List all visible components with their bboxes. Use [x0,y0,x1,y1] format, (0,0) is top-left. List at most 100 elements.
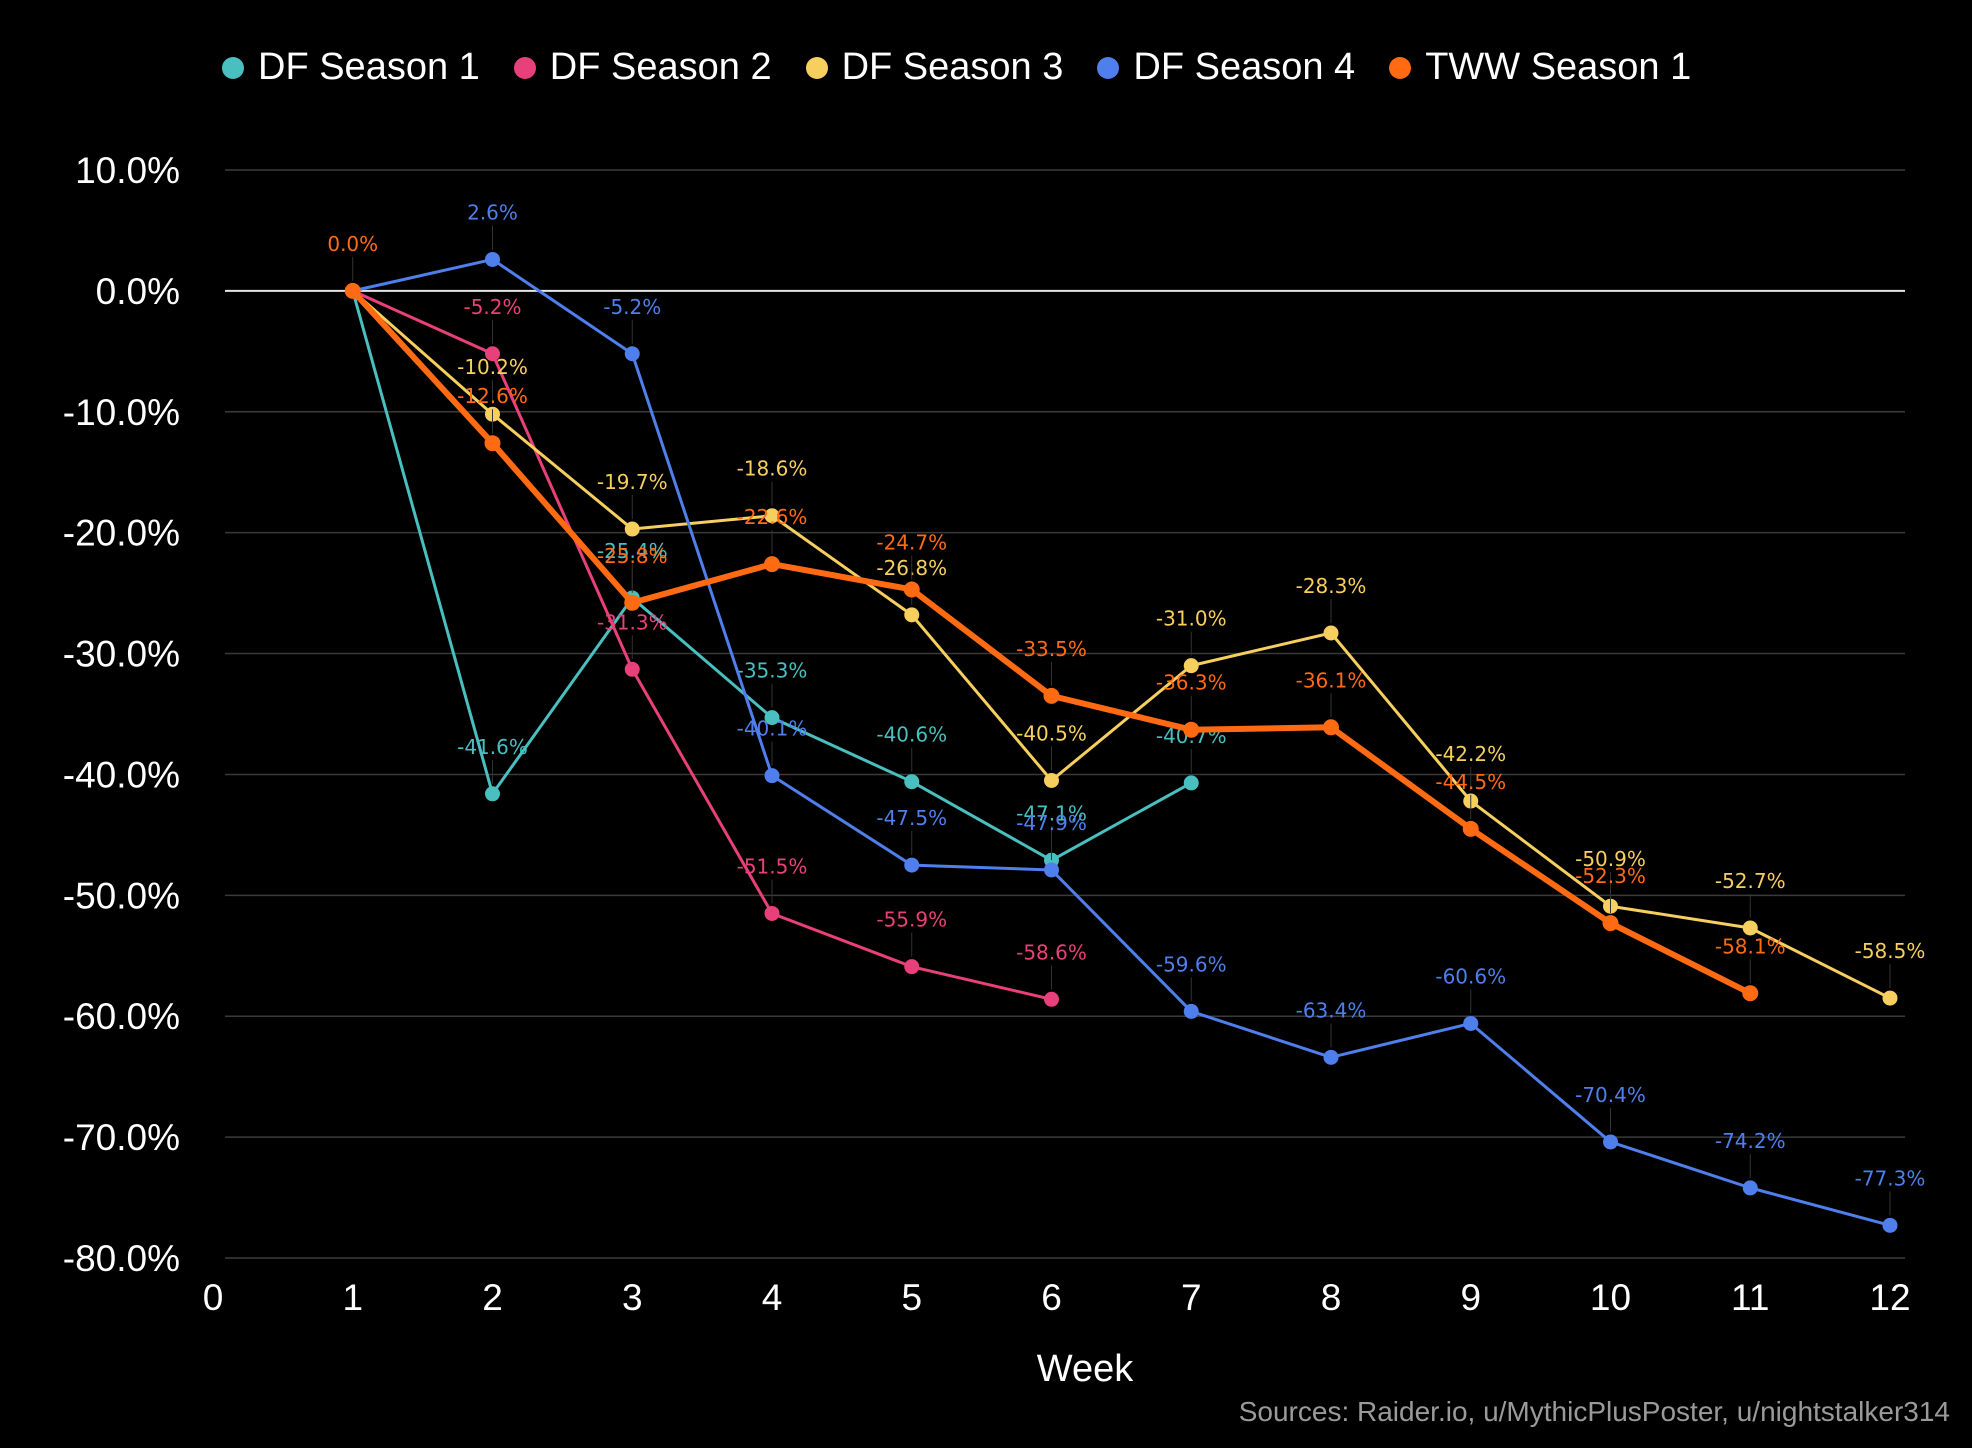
y-tick-label: -30.0% [63,634,180,675]
legend-dot-icon [513,56,536,79]
y-tick-label: -20.0% [63,513,180,554]
x-tick-label: 8 [1321,1277,1342,1318]
data-point [485,251,500,267]
data-point [624,661,640,677]
data-label: -60.6% [1435,964,1506,988]
data-point [903,581,920,598]
sources-note: Sources: Raider.io, u/MythicPlusPoster, … [1238,1396,1950,1427]
data-point [1463,1015,1479,1031]
data-point [1043,687,1060,704]
legend-item-df-season-2[interactable]: DF Season 2 [513,46,772,89]
data-label: -40.1% [737,717,808,741]
data-label: -47.1% [1016,801,1087,825]
data-point [1183,721,1200,738]
data-label: -70.4% [1575,1083,1646,1107]
x-tick-label: 12 [1869,1277,1910,1318]
data-label: -58.1% [1715,934,1786,958]
y-tick-label: -50.0% [63,875,180,916]
y-tick-label: -10.0% [63,392,180,433]
data-label: -36.1% [1296,668,1367,692]
legend-label: DF Season 4 [1133,46,1356,88]
data-point [904,959,920,975]
x-tick-label: 10 [1590,1277,1631,1318]
data-label: -25.4% [597,539,668,563]
data-point [1183,1003,1199,1019]
data-label: -10.2% [457,355,528,379]
legend-item-df-season-4[interactable]: DF Season 4 [1097,46,1355,89]
data-label: -5.2% [463,295,521,319]
data-point [904,774,920,790]
data-label: -41.6% [457,735,528,759]
series-df-season-2: -5.2% -31.3% -51.5% -55.9% -58.6% [345,283,1087,1007]
data-point [764,556,780,573]
data-label: -24.7% [876,530,947,554]
legend-label: DF Season 1 [258,46,480,88]
x-axis-title: Week [1036,1348,1134,1390]
data-label: -51.5% [737,854,808,878]
data-label: -55.9% [876,908,947,932]
x-tick-label: 2 [482,1277,503,1318]
data-label: -19.7% [597,470,668,494]
data-label: -22.6% [737,505,808,529]
data-point [1742,920,1758,936]
data-label: -36.3% [1156,671,1227,695]
data-point [485,346,500,362]
data-point [624,594,641,611]
data-label: -63.4% [1296,998,1367,1022]
x-tick-label: 1 [342,1277,363,1318]
data-point [1882,1217,1898,1233]
data-label: -31.0% [1156,607,1227,631]
data-point [764,905,780,921]
data-label: -47.9% [1016,811,1087,835]
data-label: -25.8% [597,544,668,568]
data-label: -44.5% [1435,770,1506,794]
data-point [764,710,780,726]
y-tick-label: -80.0% [63,1238,180,1279]
data-label: 2.6% [467,200,518,224]
data-point [764,508,780,524]
legend-dot-icon [1097,56,1120,79]
data-label: -40.5% [1016,721,1087,745]
x-tick-label: 0 [203,1277,224,1318]
data-point [1044,991,1059,1007]
legend-dot-icon [1389,56,1412,79]
y-axis-ticks: 10.0% 0.0% -10.0% -20.0% -30.0% -40.0% -50.0% -… [63,150,180,1279]
data-point [1323,625,1339,641]
data-point [1462,820,1479,837]
legend-item-df-season-1[interactable]: DF Season 1 [222,46,480,89]
data-label: -59.6% [1156,952,1227,976]
data-label: -52.3% [1575,864,1646,888]
x-tick-label: 5 [901,1277,922,1318]
data-label: -77.3% [1855,1166,1926,1190]
data-label: -50.9% [1575,847,1646,871]
x-tick-label: 6 [1041,1277,1062,1318]
x-axis-ticks: 0 1 2 3 4 5 6 7 8 9 10 11 12 [203,1277,1911,1318]
data-label: -35.3% [737,659,808,683]
y-tick-label: -60.0% [63,996,180,1037]
data-point [1742,1180,1758,1196]
series-tww-season-1: 0.0% -12.6% -25.8% -22.6% -24.7% -33.5% -36.3%… [327,232,1786,1002]
y-tick-label: -70.0% [63,1117,180,1158]
x-tick-label: 7 [1181,1277,1202,1318]
series-line [352,289,1052,1001]
data-point [1882,990,1898,1006]
series-line [351,289,1891,1000]
data-point [484,435,501,452]
legend-item-tww-season-1[interactable]: TWW Season 1 [1389,46,1691,89]
data-label: -5.2% [603,295,661,319]
data-label: -31.3% [597,610,668,634]
data-label: -58.5% [1855,939,1926,963]
legend-label: TWW Season 1 [1425,46,1692,88]
data-point [624,346,640,362]
data-point [904,857,920,873]
legend-item-df-season-3[interactable]: DF Season 3 [805,46,1063,89]
y-tick-label: -40.0% [63,754,180,795]
series-df-season-3: -10.2%-19.7%-18.6%-26.8%-40.5%-31.0%-28.… [345,283,1926,1006]
data-point [1183,658,1199,674]
data-point [1044,862,1059,878]
data-point [1602,915,1619,932]
data-point [485,786,500,802]
data-label: -40.6% [876,723,947,747]
data-label: -18.6% [737,457,808,481]
